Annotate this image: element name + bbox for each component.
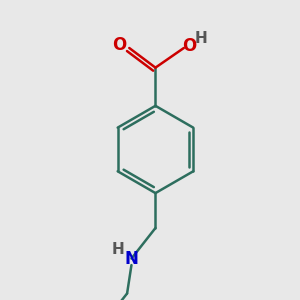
Text: N: N [124,250,138,268]
Text: H: H [112,242,125,257]
Text: O: O [182,37,196,55]
Text: O: O [112,36,127,54]
Text: H: H [195,31,208,46]
